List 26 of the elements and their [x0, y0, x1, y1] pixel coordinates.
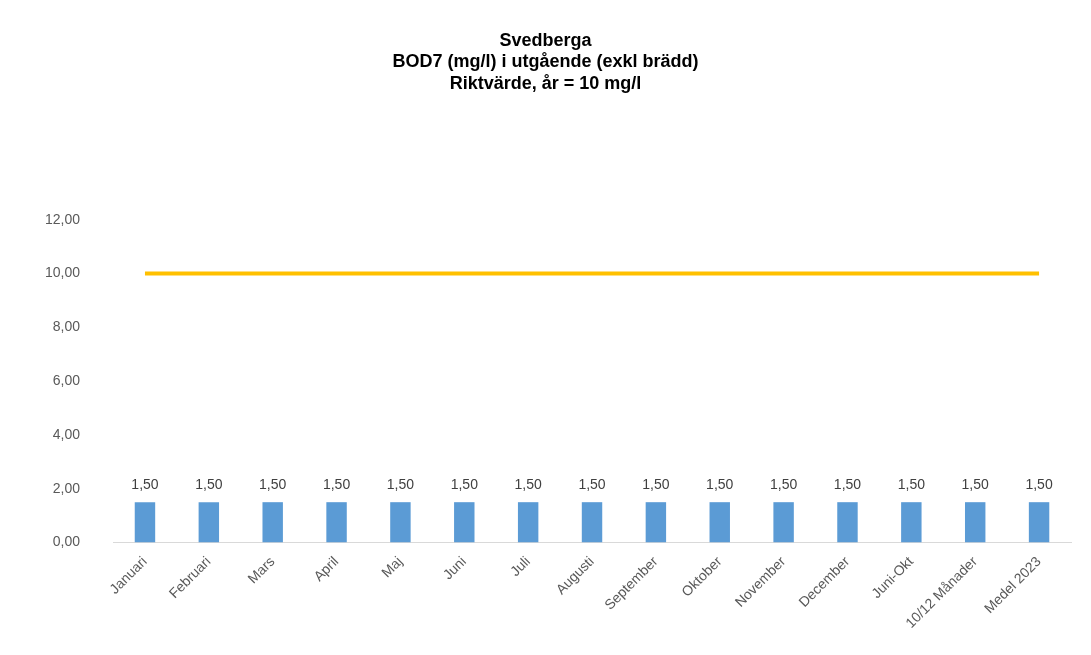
y-tick-label: 8,00: [52, 318, 81, 335]
data-label: 1,50: [833, 476, 862, 493]
data-label: 1,50: [131, 476, 159, 493]
chart-title: Svedberga BOD7 (mg/l) i utgående (exkl brädd) Riktvärde, år = 10 mg/l: [392, 29, 699, 93]
x-tick-label: Juni: [439, 553, 470, 583]
data-label: 1,50: [897, 476, 926, 493]
data-label: 1,50: [195, 476, 223, 493]
y-tick-label: 6,00: [52, 372, 81, 389]
data-label: 1,50: [769, 476, 798, 493]
y-tick-label: 12,00: [44, 210, 81, 227]
data-label: 1,50: [1025, 476, 1053, 493]
data-label: 1,50: [386, 476, 415, 493]
data-label: 1,50: [450, 476, 479, 493]
x-tick-label: Juli: [506, 553, 533, 580]
y-tick-label: 4,00: [52, 425, 81, 442]
y-tick-label: 2,00: [52, 479, 81, 496]
data-label: 1,50: [259, 476, 287, 493]
data-label: 1,50: [322, 476, 351, 493]
x-tick-label: Maj: [378, 553, 406, 581]
data-label: 1,50: [642, 476, 670, 493]
data-label: 1,50: [961, 476, 990, 493]
data-label: 1,50: [514, 476, 542, 493]
data-label: 1,50: [706, 476, 734, 493]
y-tick-label: 10,00: [44, 264, 81, 281]
y-tick-label: 0,00: [52, 533, 81, 550]
data-label: 1,50: [578, 476, 606, 493]
